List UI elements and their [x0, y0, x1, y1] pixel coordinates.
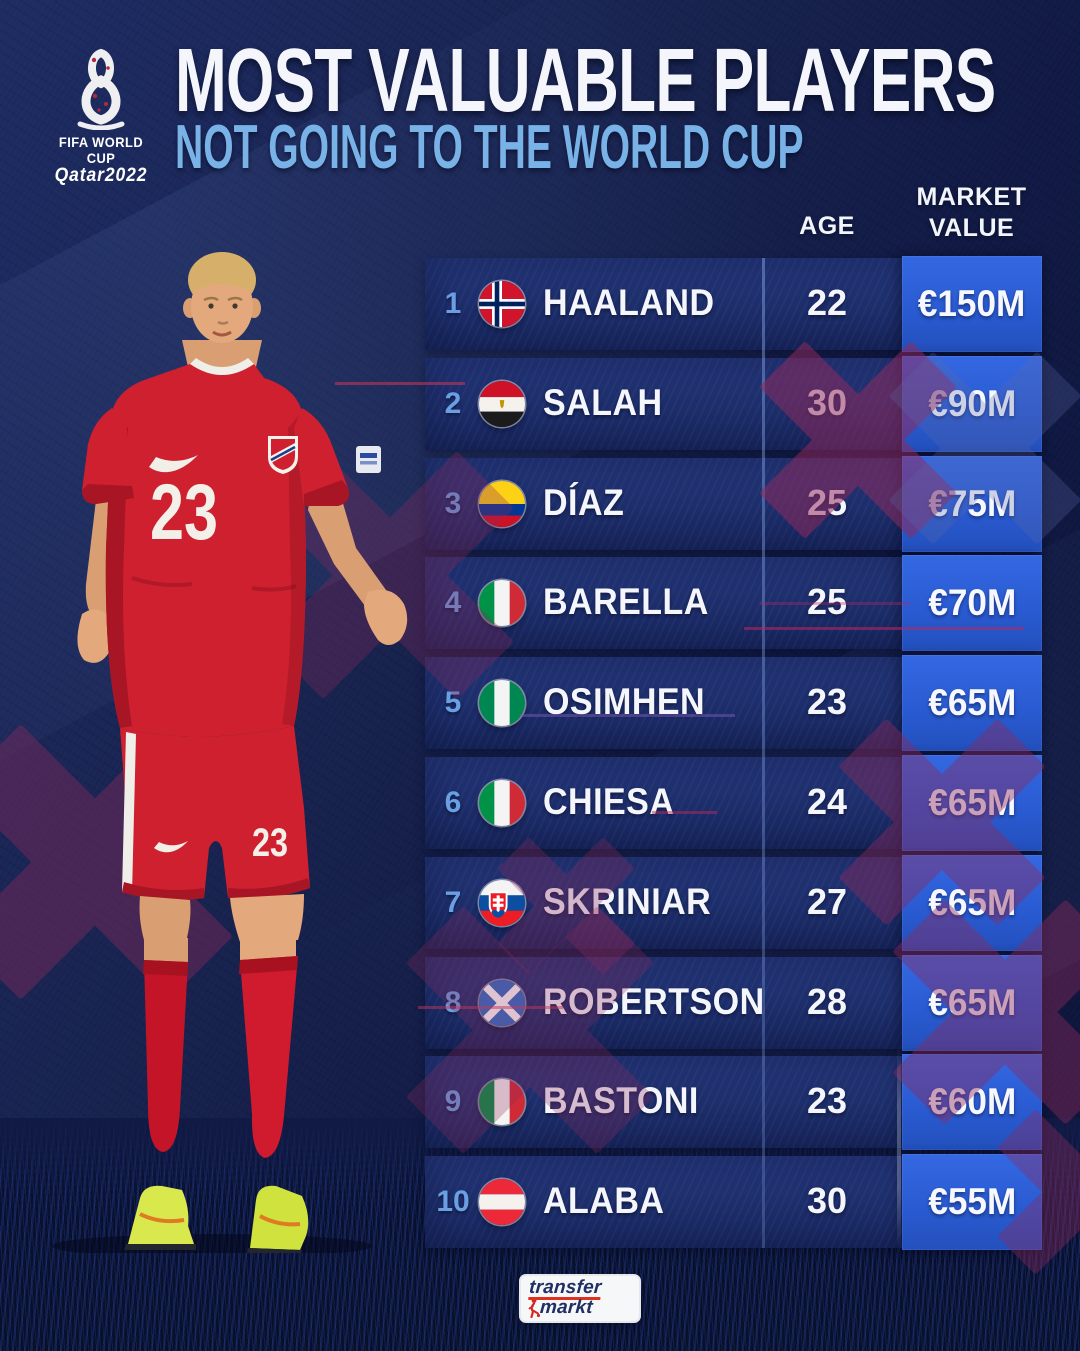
value-label: VALUE: [928, 214, 1015, 242]
fifa-world-cup-qatar-2022-emblem: [77, 48, 125, 130]
italy-flag-icon: [479, 780, 525, 826]
rank-number: 8: [444, 986, 462, 1019]
player-age: 24: [806, 781, 848, 823]
rank-number: 2: [444, 387, 462, 420]
rank-number: 9: [444, 1085, 462, 1118]
market-value: €65M: [928, 982, 1016, 1023]
table-row-osimhen: 5 OSIMHEN 23 €65M: [425, 655, 1042, 751]
table-row-salah: 2 SALAH 30 €90M: [425, 356, 1042, 452]
market-value: €75M: [928, 483, 1016, 524]
market-value-box: €75M: [902, 456, 1042, 552]
page-title: MOST VALUABLE PLAYERS: [175, 31, 996, 131]
player-name: CHIESA: [543, 781, 675, 823]
slovakia-flag-icon: [479, 880, 525, 926]
column-header-age: AGE: [799, 212, 855, 240]
table-row-alaba: 10 ALABA 30 €55M: [425, 1154, 1042, 1250]
table-row-haaland: 1 HAALAND 22 €150M: [425, 256, 1042, 352]
market-value: €65M: [928, 782, 1016, 823]
rank-number: 4: [444, 586, 462, 619]
player-age: 30: [806, 382, 848, 424]
player-name: SALAH: [543, 382, 663, 424]
market-value: €65M: [928, 882, 1016, 923]
jersey-number: 23: [150, 467, 218, 556]
player-age: 30: [806, 1180, 848, 1222]
market-value-box: €65M: [902, 755, 1042, 851]
market-value-box: €65M: [902, 655, 1042, 751]
market-value: €150M: [918, 283, 1026, 324]
page-subtitle: NOT GOING TO THE WORLD CUP: [175, 113, 804, 182]
market-value-box: €65M: [902, 955, 1042, 1051]
austria-flag-icon: [479, 1179, 525, 1225]
rank-number: 1: [444, 287, 462, 320]
rank-number: 3: [444, 487, 462, 520]
table-row-robertson: 8 ROBERTSON 28 €65M: [425, 955, 1042, 1051]
market-label: MARKET: [916, 183, 1027, 211]
market-value-box: €90M: [902, 356, 1042, 452]
qatar-2022-text: Qatar2022: [54, 165, 148, 186]
fifa-world-cup-qatar-2022-logo: FIFA WORLD CUP Qatar2022: [40, 40, 162, 187]
player-name: HAALAND: [543, 282, 715, 324]
market-value-box: €60M: [902, 1054, 1042, 1150]
rank-number: 6: [444, 786, 462, 819]
rank-number: 7: [444, 886, 462, 919]
table-row-bastoni: 9 BASTONI 23 €60M: [425, 1054, 1042, 1150]
table-row-chiesa: 6 CHIESA 24 €65M: [425, 755, 1042, 851]
player-age: 27: [806, 881, 848, 923]
colombia-flag-icon: [479, 481, 525, 527]
transfermarkt-player-icon: [528, 1298, 540, 1318]
player-name: ROBERTSON: [543, 981, 765, 1023]
player-name: SKRINIAR: [543, 881, 712, 923]
market-value-box: €65M: [902, 855, 1042, 951]
fifa-world-cup-text: FIFA WORLD CUP: [58, 134, 144, 166]
market-value: €70M: [928, 582, 1016, 623]
player-age: 25: [806, 482, 848, 524]
player-name: BARELLA: [543, 581, 709, 623]
rank-number: 5: [444, 686, 462, 719]
italy-flag-icon: [479, 1079, 525, 1125]
scotland-flag-icon: [479, 980, 525, 1026]
table-column-divider: [762, 258, 765, 1248]
player-photo-haaland: 23 23: [52, 252, 408, 1253]
player-age: 23: [806, 1080, 848, 1122]
market-value-box: €70M: [902, 555, 1042, 651]
italy-flag-icon: [479, 580, 525, 626]
player-age: 25: [806, 581, 848, 623]
market-value: €90M: [928, 383, 1016, 424]
player-name: BASTONI: [543, 1080, 699, 1122]
nigeria-flag-icon: [479, 680, 525, 726]
market-value-box: €55M: [902, 1154, 1042, 1250]
egypt-flag-icon: [479, 381, 525, 427]
player-age: 28: [806, 981, 848, 1023]
transfermarkt-logo-line2: markt: [539, 1297, 594, 1318]
player-age: 22: [806, 282, 848, 324]
player-name: OSIMHEN: [543, 681, 706, 723]
norway-flag-icon: [479, 281, 525, 327]
player-age: 23: [806, 681, 848, 723]
rank-number: 10: [436, 1185, 470, 1218]
light-streak-decoration: [897, 1045, 901, 1250]
player-name: ALABA: [543, 1180, 665, 1222]
transfermarkt-logo: transfer markt: [521, 1276, 639, 1321]
player-name: DÍAZ: [543, 482, 625, 524]
market-value: €60M: [928, 1081, 1016, 1122]
market-value-box: €150M: [902, 256, 1042, 352]
market-value: €55M: [928, 1181, 1016, 1222]
table-row-díaz: 3 DÍAZ 25 €75M: [425, 456, 1042, 552]
column-header-market-value: MARKET VALUE: [901, 182, 1042, 244]
table-row-barella: 4 BARELLA 25 €70M: [425, 555, 1042, 651]
shorts-number: 23: [252, 821, 288, 865]
table-row-skriniar: 7 SKRINIAR 27 €65M: [425, 855, 1042, 951]
market-value: €65M: [928, 682, 1016, 723]
